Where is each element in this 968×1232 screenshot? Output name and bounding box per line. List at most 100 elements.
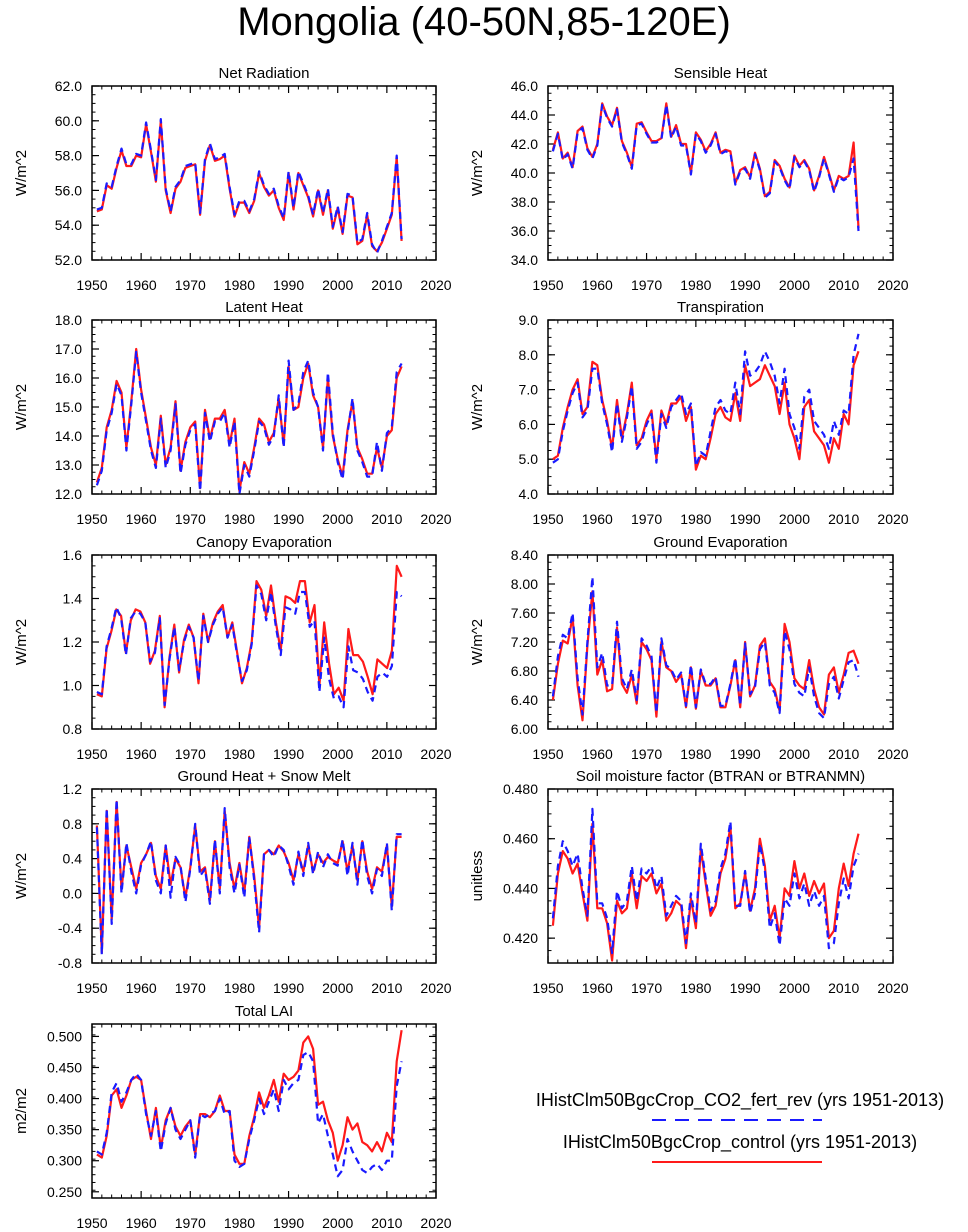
series-line-ihistclm50bgccrop-control — [552, 350, 860, 471]
x-tick-label: 1970 — [175, 1215, 206, 1231]
y-tick-label: 8.40 — [511, 547, 538, 563]
chart-title: Ground Heat + Snow Melt — [177, 768, 351, 785]
x-tick-label: 1980 — [224, 980, 255, 996]
y-axis-label: W/m^2 — [13, 384, 30, 430]
x-tick-label: 1960 — [582, 511, 613, 527]
series-line-ihistclm50bgccrop-co2-fert-rev — [96, 584, 403, 709]
x-tick-label: 1990 — [730, 746, 761, 762]
y-tick-label: 58.0 — [55, 148, 82, 164]
chart-sensible-heat: Sensible Heat W/m^2 1950 1960 1970 1980 1990 20… — [469, 65, 909, 293]
y-tick-label: 0.4 — [63, 851, 83, 867]
y-tick-label: 1.2 — [63, 781, 83, 797]
chart-title: Transpiration — [677, 299, 764, 316]
y-tick-label: -0.4 — [58, 920, 82, 936]
y-axis-label: W/m^2 — [13, 150, 30, 196]
x-tick-label: 1970 — [631, 511, 662, 527]
x-tick-label: 1980 — [224, 277, 255, 293]
x-tick-label: 1990 — [273, 1215, 304, 1231]
y-tick-label: 1.0 — [63, 678, 83, 694]
y-tick-label: 1.6 — [63, 547, 83, 563]
chart-latent-heat: Latent Heat W/m^2 1950 1960 1970 1980 1990 2000… — [13, 299, 452, 527]
y-tick-label: 0.0 — [63, 885, 83, 901]
y-tick-label: 0.250 — [47, 1184, 82, 1200]
x-tick-label: 2010 — [828, 277, 859, 293]
x-tick-label: 1970 — [631, 746, 662, 762]
y-tick-label: 42.0 — [511, 136, 538, 152]
x-tick-label: 1990 — [730, 277, 761, 293]
x-tick-label: 1980 — [224, 746, 255, 762]
x-tick-label: 1960 — [126, 277, 157, 293]
x-tick-label: 1980 — [680, 746, 711, 762]
x-tick-label: 1970 — [631, 277, 662, 293]
y-tick-label: 15.0 — [55, 399, 82, 415]
x-tick-label: 1980 — [680, 277, 711, 293]
y-tick-label: 0.8 — [63, 721, 83, 737]
x-tick-label: 2000 — [322, 980, 353, 996]
x-tick-label: 1950 — [76, 511, 107, 527]
y-tick-label: 0.450 — [47, 1060, 82, 1076]
series-line-ihistclm50bgccrop-co2-fert-rev — [552, 333, 860, 468]
y-tick-label: 62.0 — [55, 78, 82, 94]
x-tick-label: 1970 — [631, 980, 662, 996]
y-tick-label: 6.80 — [511, 663, 538, 679]
y-tick-label: -0.8 — [58, 955, 82, 971]
legend: IHistClm50BgcCrop_CO2_fert_rev (yrs 1951… — [536, 1090, 944, 1163]
chart-title: Total LAI — [235, 1003, 293, 1020]
y-tick-label: 9.0 — [519, 312, 539, 328]
y-tick-label: 54.0 — [55, 217, 82, 233]
x-tick-label: 1950 — [76, 277, 107, 293]
x-tick-label: 2020 — [420, 277, 451, 293]
series-line-ihistclm50bgccrop-co2-fert-rev — [96, 117, 403, 255]
y-tick-label: 12.0 — [55, 486, 82, 502]
y-tick-label: 7.20 — [511, 634, 538, 650]
x-tick-label: 1970 — [175, 277, 206, 293]
x-tick-label: 1960 — [582, 277, 613, 293]
legend-label-control: IHistClm50BgcCrop_control (yrs 1951-2013… — [563, 1132, 917, 1153]
y-tick-label: 1.4 — [63, 591, 83, 607]
x-tick-label: 2000 — [322, 277, 353, 293]
x-tick-label: 1950 — [532, 980, 563, 996]
y-tick-label: 7.0 — [519, 382, 539, 398]
x-tick-label: 1990 — [730, 980, 761, 996]
chart-title: Latent Heat — [225, 299, 303, 316]
series-line-ihistclm50bgccrop-control — [551, 822, 860, 962]
x-tick-label: 2010 — [828, 511, 859, 527]
y-axis-label: W/m^2 — [13, 619, 30, 665]
x-tick-label: 2000 — [322, 1215, 353, 1231]
y-tick-label: 40.0 — [511, 165, 538, 181]
series-line-ihistclm50bgccrop-co2-fert-rev — [551, 575, 860, 720]
y-axis-label: W/m^2 — [469, 150, 486, 196]
x-tick-label: 2010 — [371, 980, 402, 996]
chart-title: Soil moisture factor (BTRAN or BTRANMN) — [576, 768, 865, 785]
x-tick-label: 1950 — [76, 746, 107, 762]
x-tick-label: 2010 — [371, 511, 402, 527]
plot-frame — [547, 85, 894, 261]
chart-net-radiation: Net Radiation W/m^2 1950 1960 1970 1980 1990 20… — [13, 65, 452, 293]
y-tick-label: 8.00 — [511, 576, 538, 592]
x-tick-label: 2010 — [371, 746, 402, 762]
y-tick-label: 17.0 — [55, 341, 82, 357]
y-tick-label: 8.0 — [519, 347, 539, 363]
x-tick-label: 1950 — [76, 1215, 107, 1231]
y-tick-label: 56.0 — [55, 182, 82, 198]
y-tick-label: 52.0 — [55, 252, 82, 268]
x-tick-label: 1970 — [175, 511, 206, 527]
x-tick-label: 1990 — [273, 980, 304, 996]
x-tick-label: 2020 — [877, 746, 908, 762]
y-tick-label: 6.40 — [511, 692, 538, 708]
chart-soil-moisture-factor-btran-or-btranmn: Soil moisture factor (BTRAN or BTRANMN) u… — [469, 768, 909, 996]
x-tick-label: 2010 — [371, 1215, 402, 1231]
x-tick-label: 2020 — [420, 511, 451, 527]
y-tick-label: 0.480 — [503, 781, 538, 797]
y-tick-label: 5.0 — [519, 451, 539, 467]
y-tick-label: 1.2 — [63, 634, 83, 650]
y-tick-label: 0.350 — [47, 1122, 82, 1138]
chart-title: Ground Evaporation — [653, 534, 787, 551]
x-tick-label: 2000 — [779, 511, 810, 527]
plot-frame — [91, 1023, 437, 1199]
chart-title: Net Radiation — [219, 65, 310, 82]
y-tick-label: 14.0 — [55, 428, 82, 444]
x-tick-label: 1960 — [126, 1215, 157, 1231]
chart-title: Canopy Evaporation — [196, 534, 332, 551]
